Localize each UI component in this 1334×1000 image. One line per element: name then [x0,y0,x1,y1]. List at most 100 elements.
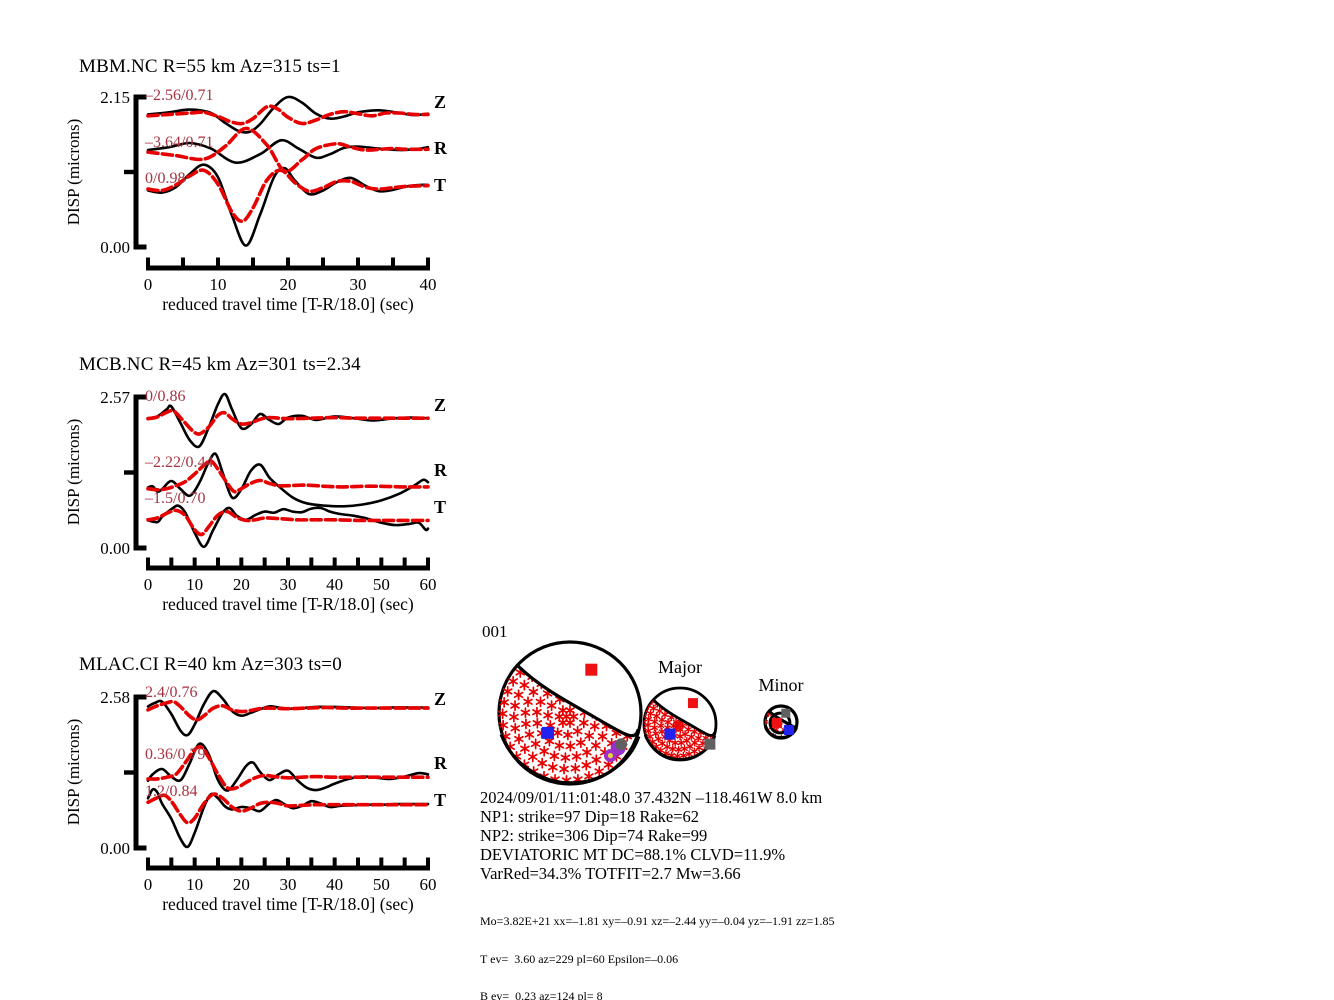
x-tick-label: 60 [419,575,437,594]
waveforms-panel-1 [146,392,430,549]
x-axis-tick [391,257,395,266]
asterisk-glyph [575,739,586,746]
y-axis-top-cap [133,694,147,700]
fit-annotation-t: 0/0.98 [145,170,186,187]
asterisk-glyph [513,691,524,699]
x-axis-tick [309,557,314,566]
asterisk-glyph [565,742,576,750]
x-axis-tick [251,257,255,266]
x-axis-tick [426,857,430,866]
trace-label-z: Z [434,689,447,709]
trace-T-synthetic [146,168,430,224]
asterisk-glyph [683,738,691,744]
asterisk-glyph [691,729,698,734]
trace-label-t: T [434,497,447,517]
x-axis-tick [286,557,290,566]
x-tick-label: 30 [349,275,367,294]
asterisk-glyph [563,731,573,739]
asterisk-glyph [644,722,652,728]
trace-R-observed [146,742,430,792]
asterisk-glyph [520,745,530,752]
asterisk-glyph [658,729,666,734]
asterisk-glyph [695,745,703,750]
x-axis-tick [216,857,220,866]
full-beachball [499,642,641,785]
asterisk-glyph [591,756,602,763]
asterisk-glyph [643,714,647,719]
station-marker-circle [615,738,628,751]
asterisk-glyph [546,702,557,709]
x-tick-label: 10 [209,275,227,294]
asterisk-glyph [508,678,518,685]
asterisk-glyph [565,707,575,714]
fit-annotation-r: –3.64/0.71 [145,134,214,151]
asterisk-glyph [582,749,592,756]
asterisk-glyph [571,753,582,760]
axis-marker-square [704,738,716,750]
asterisk-glyph [584,732,595,739]
x-axis-tick [262,857,267,866]
asterisk-glyph [654,736,662,742]
asterisk-glyph [695,735,702,741]
x-axis-tick [239,557,244,566]
x-tick-label: 50 [372,875,390,894]
trace-T-observed [146,504,430,549]
asterisk-glyph [679,753,687,758]
x-axis-tick [286,257,290,266]
x-tick-label: 30 [279,875,297,894]
fit-summary-line: VarRed=34.3% TOTFIT=2.7 Mw=3.66 [480,864,741,883]
y-axis-mid-tick [124,470,134,475]
fit-annotation-r: 0.36/0.79 [145,746,206,763]
asterisk-glyph [552,729,563,736]
fit-annotation-z: –2.56/0.71 [145,87,214,104]
x-tick-label: 20 [232,875,250,894]
asterisk-glyph [653,713,660,719]
asterisk-glyph [661,712,669,717]
asterisk-glyph [520,709,531,716]
x-tick-label: 30 [279,575,297,594]
x-axis-tick [402,857,407,866]
asterisk-glyph [539,748,549,755]
asterisk-glyph [589,723,600,730]
asterisk-glyph [677,740,685,746]
minor-beachball-label: Minor [758,675,804,695]
fit-annotation-t: –1.5/0.70 [145,490,206,507]
fit-annotation-z: 2.4/0.76 [145,684,198,701]
asterisk-glyph [535,698,546,706]
asterisk-glyph [764,720,769,724]
trace-R-observed [146,452,430,508]
major-beachball [640,687,717,765]
asterisk-glyph [560,754,571,761]
asterisk-glyph [523,698,533,705]
asterisk-glyph [499,699,509,706]
x-axis-tick [356,857,360,866]
nodal-plane-1-line: NP1: strike=97 Dip=18 Rake=62 [480,807,700,826]
x-axis-tick [321,257,325,266]
x-tick-label: 40 [326,575,344,594]
asterisk-glyph [643,726,646,731]
asterisk-glyph [590,742,601,749]
asterisk-glyph [527,753,538,761]
asterisk-glyph [544,737,555,745]
y-axis-max-label: 2.58 [100,688,130,707]
x-tick-label: 0 [143,575,153,594]
x-axis-tick [402,557,407,566]
asterisk-glyph [651,725,658,730]
x-axis-title: reduced travel time [T-R/18.0] (sec) [162,594,414,614]
asterisk-glyph [685,751,693,757]
x-axis-bar [146,565,430,571]
asterisk-glyph [656,708,664,714]
asterisk-glyph [671,740,679,746]
x-axis-tick [192,857,197,866]
asterisk-glyph [664,719,672,725]
y-axis-max-label: 2.15 [100,88,130,107]
x-axis-tick [146,857,150,866]
x-axis-title: reduced travel time [T-R/18.0] (sec) [162,294,414,314]
asterisk-glyph [568,713,579,720]
x-axis-tick [426,557,430,566]
y-axis-bottom-cap [133,545,147,551]
panel-title: MBM.NC R=55 km Az=315 ts=1 [79,56,341,77]
x-axis-tick [379,857,384,866]
